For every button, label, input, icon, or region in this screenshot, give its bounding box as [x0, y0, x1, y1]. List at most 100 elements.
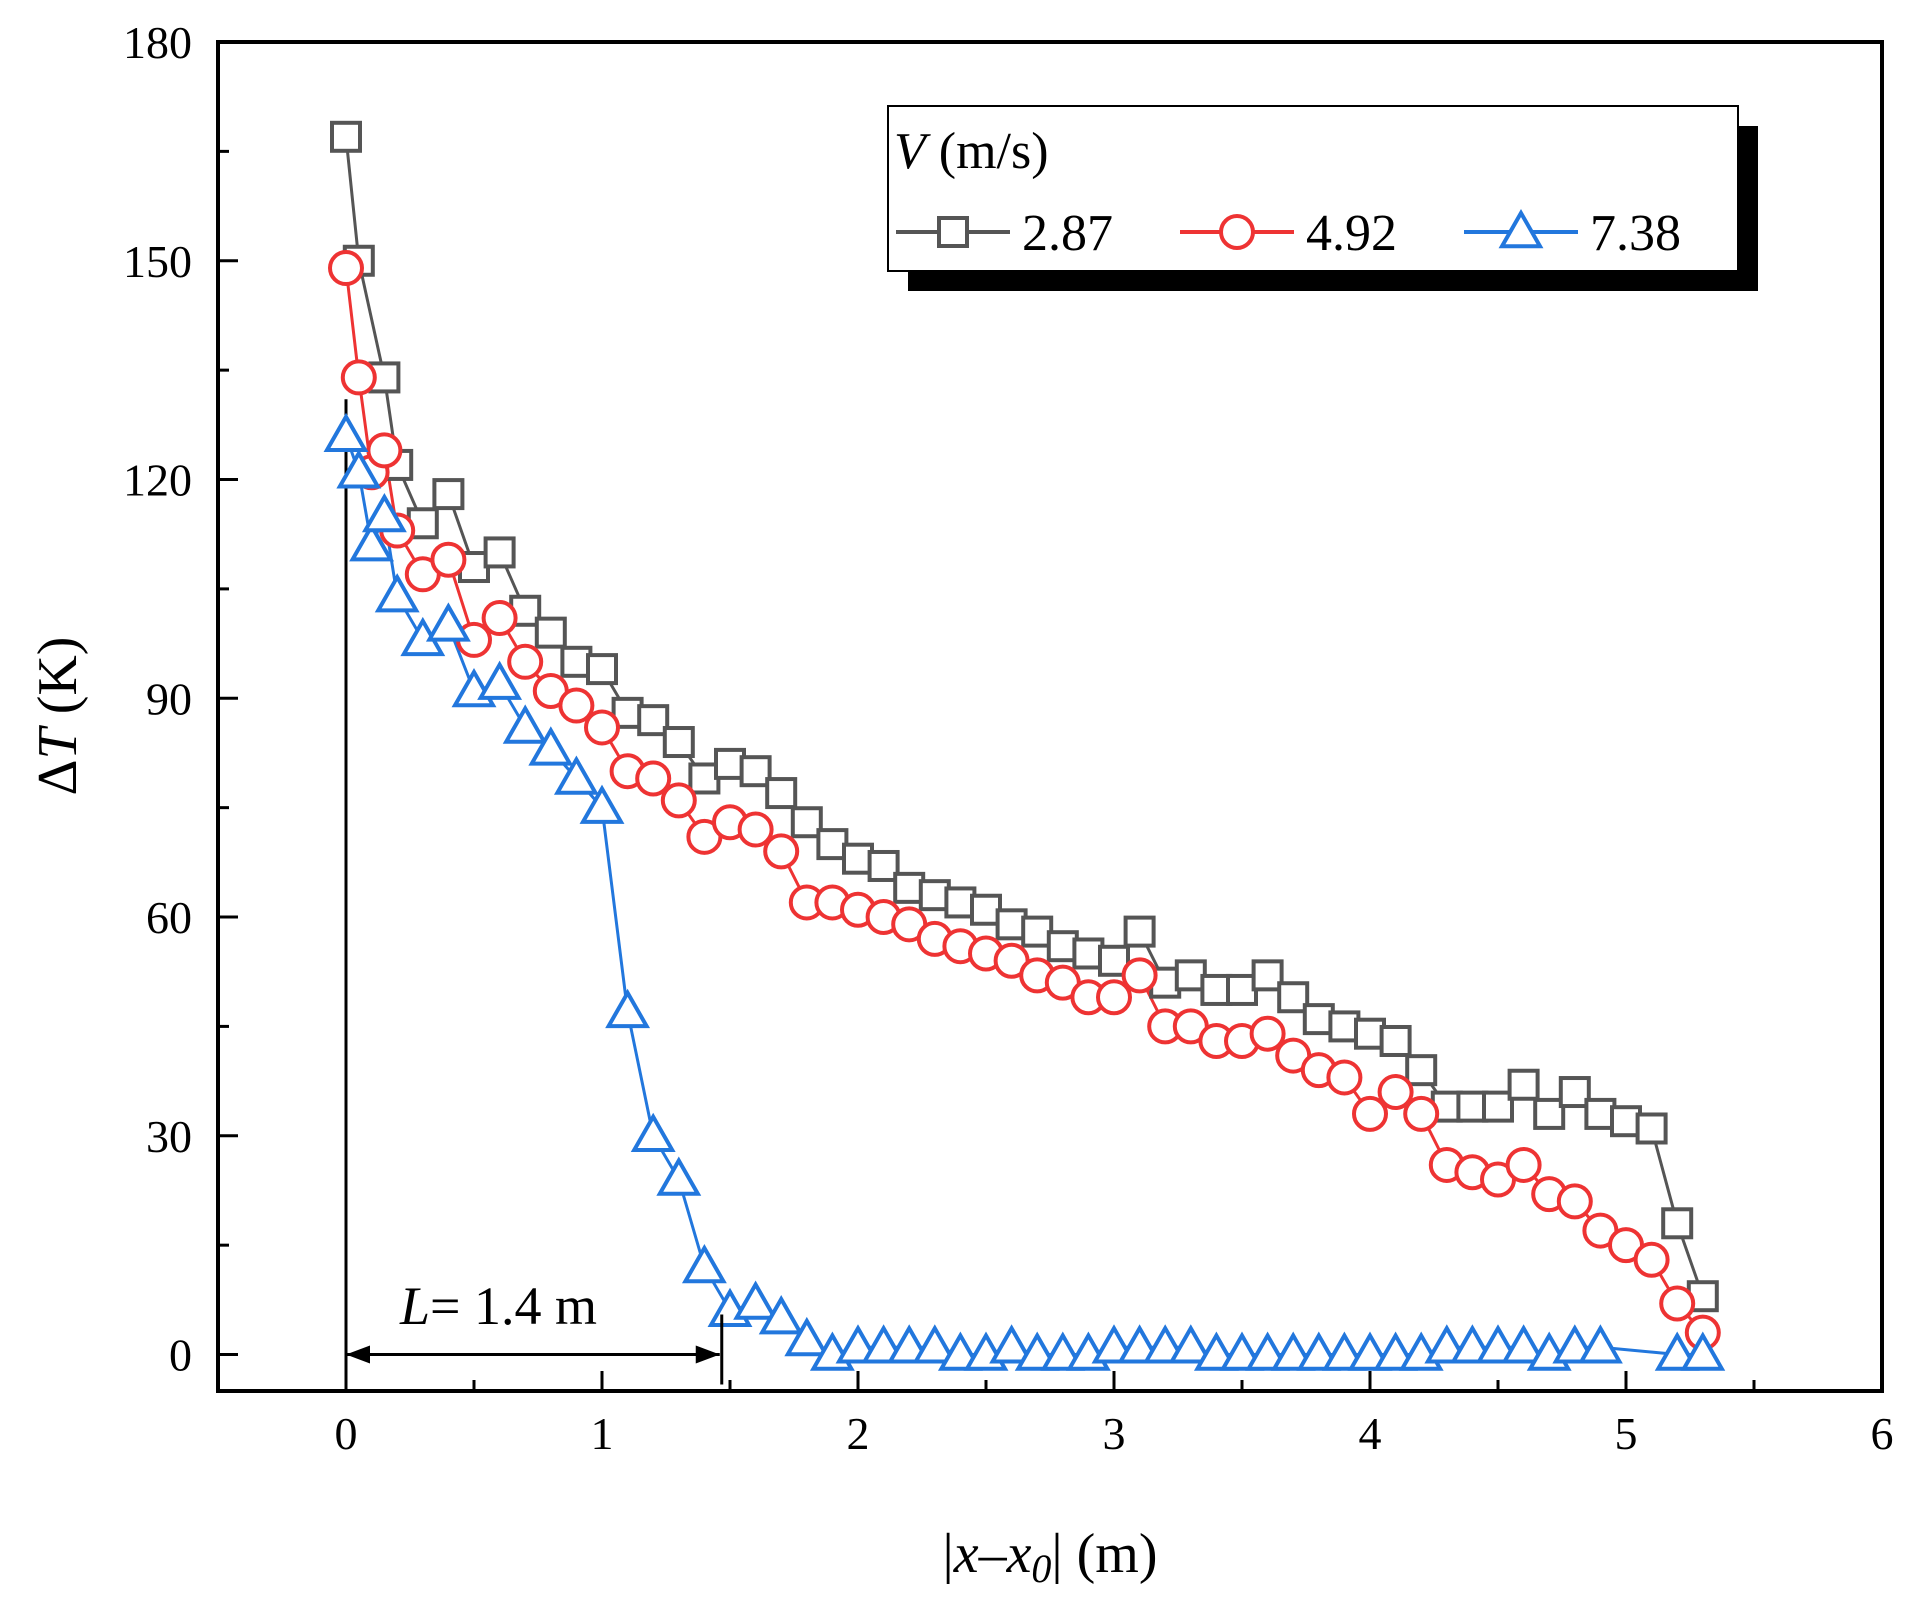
data-point: [660, 782, 697, 819]
legend-marker: [937, 216, 969, 248]
data-point: [605, 988, 651, 1029]
data-point: [1577, 1324, 1623, 1364]
data-point: [681, 1244, 727, 1284]
data-point: [1680, 1331, 1726, 1371]
data-point: [989, 1324, 1035, 1364]
data-point: [328, 250, 364, 287]
annotation-label-text: = 1.4 m: [430, 1276, 597, 1336]
x-tick-label: 1: [591, 1408, 614, 1459]
data-point: [558, 687, 595, 724]
legend-label: 2.87: [1022, 205, 1113, 262]
data-point: [765, 777, 798, 810]
annotation-label: L= 1.4 m: [399, 1276, 597, 1336]
data-point: [432, 478, 465, 511]
data-point: [1558, 1076, 1591, 1109]
legend-entry-4.92: 4.92: [1180, 205, 1397, 262]
data-point: [553, 755, 599, 795]
data-point: [739, 755, 772, 788]
data-point: [1633, 1241, 1670, 1278]
data-point: [528, 726, 574, 766]
x-tick-label: 5: [1615, 1408, 1638, 1459]
x-tick-label: 2: [847, 1408, 870, 1459]
data-point: [1403, 1095, 1440, 1132]
data-point: [1174, 959, 1207, 992]
data-point: [1456, 1090, 1489, 1123]
data-point: [477, 660, 523, 700]
data-point: [1405, 1054, 1438, 1087]
data-point: [1635, 1112, 1668, 1145]
data-point: [330, 120, 362, 153]
annotation-arrowhead-left: [346, 1345, 370, 1364]
data-point: [361, 492, 407, 533]
data-point: [507, 643, 544, 680]
data-point: [1377, 1074, 1414, 1111]
data-point: [630, 1112, 676, 1153]
x-tick-label: 4: [1359, 1408, 1382, 1459]
series-markers: [323, 120, 1726, 1371]
data-point: [1556, 1183, 1593, 1220]
legend-label: 4.92: [1306, 205, 1397, 262]
data-point: [635, 760, 672, 797]
data-point: [1507, 1068, 1540, 1101]
y-tick-label: 30: [146, 1111, 192, 1162]
series-points-2.87: [330, 120, 1719, 1313]
plot-frame: [216, 40, 1884, 1393]
data-point: [584, 709, 620, 746]
data-point: [340, 359, 377, 396]
data-point: [1072, 937, 1105, 970]
data-point: [790, 806, 823, 839]
y-tick-label: 150: [123, 236, 192, 287]
data-point: [1501, 1324, 1547, 1364]
data-point: [1249, 1015, 1286, 1052]
data-point: [1251, 959, 1284, 992]
data-point: [1661, 1207, 1694, 1240]
y-tick-label: 90: [146, 673, 192, 724]
series-points-7.38: [323, 412, 1726, 1371]
data-point: [1505, 1146, 1542, 1183]
data-point: [1098, 944, 1130, 977]
legend-marker: [1498, 208, 1544, 249]
data-point: [1168, 1324, 1214, 1364]
length-annotation: L= 1.4 m: [346, 1276, 724, 1385]
data-point: [430, 541, 467, 578]
data-point: [1584, 1097, 1617, 1130]
y-tick-label: 180: [123, 17, 192, 68]
data-point: [502, 704, 548, 744]
data-point: [1121, 957, 1158, 994]
data-point: [1277, 981, 1310, 1014]
data-point: [1352, 1095, 1388, 1132]
y-tick-label: 60: [146, 892, 192, 943]
data-point: [1533, 1097, 1566, 1130]
data-point: [483, 536, 516, 569]
data-point: [737, 811, 774, 848]
data-point: [688, 762, 721, 795]
legend-entries: 2.87 4.92 7.38: [896, 205, 1681, 262]
data-point: [1379, 1024, 1412, 1057]
y-tick-label: 120: [123, 455, 192, 506]
x-tick-label: 0: [335, 1408, 358, 1459]
legend-entry-7.38: 7.38: [1464, 205, 1681, 262]
data-point: [586, 653, 618, 686]
y-axis-title: ΔT (K): [27, 637, 89, 796]
data-point: [784, 1316, 830, 1357]
data-point: [349, 522, 395, 562]
x-axis-title: |x–x0| (m): [942, 1523, 1157, 1591]
legend-entry-2.87: 2.87: [896, 205, 1113, 262]
data-point: [656, 1156, 702, 1196]
data-point: [1659, 1285, 1696, 1322]
x-tick-label: 3: [1103, 1408, 1126, 1459]
data-point: [1686, 1280, 1719, 1313]
data-point: [662, 726, 695, 759]
data-point: [1302, 1003, 1335, 1036]
data-point: [323, 412, 369, 453]
data-point: [763, 833, 800, 870]
data-point: [366, 432, 403, 469]
y-tick-label: 0: [169, 1330, 192, 1381]
data-point: [758, 1295, 804, 1335]
data-point: [579, 784, 625, 824]
data-point: [1123, 915, 1156, 948]
annotation-arrowhead-right: [695, 1345, 720, 1364]
data-point: [637, 704, 670, 737]
